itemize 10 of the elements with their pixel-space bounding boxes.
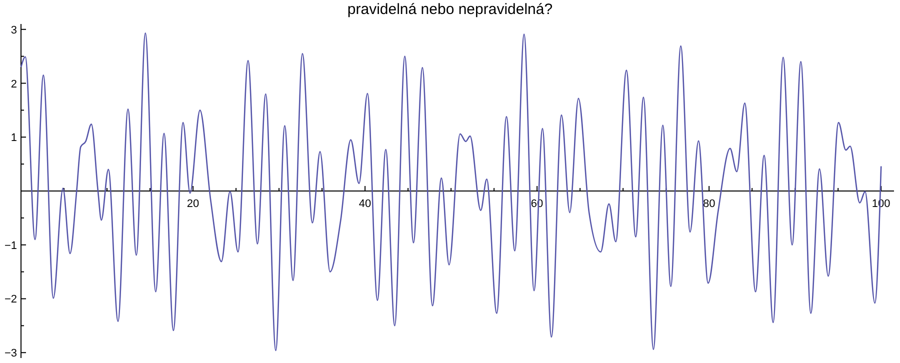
chart-title: pravidelná nebo nepravidelná? <box>347 1 553 18</box>
x-tick-label: 80 <box>702 198 716 210</box>
x-tick-label: 20 <box>186 198 200 210</box>
y-tick-label: 3 <box>10 24 17 36</box>
y-tick-label: −3 <box>4 348 17 360</box>
y-tick-label: −2 <box>4 294 17 306</box>
y-tick-label: 1 <box>10 132 17 144</box>
y-tick-label: 2 <box>10 78 17 90</box>
y-tick-label: −1 <box>4 240 17 252</box>
x-tick-label: 40 <box>358 198 372 210</box>
